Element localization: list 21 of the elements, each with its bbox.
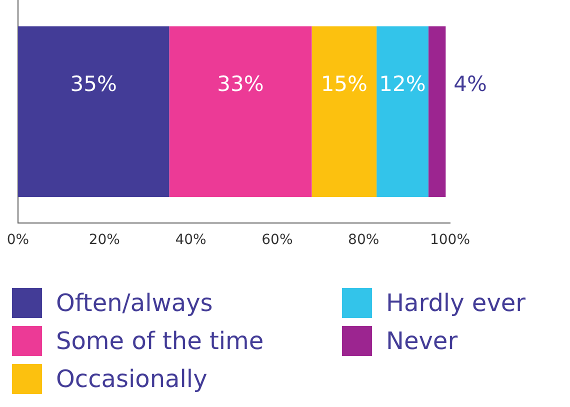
x-tick-label: 80%	[348, 232, 380, 248]
bar	[428, 26, 446, 197]
legend-label: Never	[386, 327, 458, 355]
legend-label: Occasionally	[56, 365, 208, 393]
bar	[169, 26, 312, 197]
legend-label: Some of the time	[56, 327, 264, 355]
bar	[376, 26, 428, 197]
x-tick-label: 0%	[6, 232, 30, 248]
legend-label: Often/always	[56, 289, 213, 317]
x-tick-label: 100%	[430, 232, 470, 248]
data-label: 12%	[379, 72, 426, 96]
data-label: 33%	[217, 72, 264, 96]
legend-label: Hardly ever	[386, 289, 526, 317]
data-label: 4%	[454, 72, 488, 96]
x-tick-label: 20%	[88, 232, 120, 248]
data-label: 15%	[320, 72, 368, 96]
data-label: 35%	[70, 72, 117, 96]
x-tick-label: 40%	[175, 232, 206, 248]
x-tick-label: 60%	[262, 232, 293, 248]
bar	[312, 26, 377, 197]
bar	[18, 26, 170, 197]
